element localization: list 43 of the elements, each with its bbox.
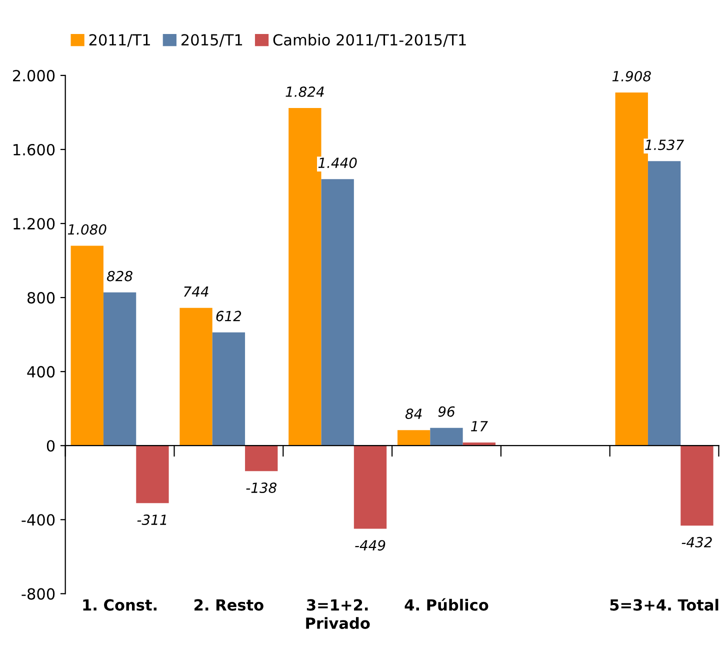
bar xyxy=(180,308,212,446)
x-tick-label: 3=1+2. Privado xyxy=(306,599,370,629)
y-tick-label: 400 xyxy=(27,366,55,378)
bar xyxy=(397,430,430,446)
legend-label: 2015/T1 xyxy=(181,34,242,47)
data-label: 1.908 xyxy=(612,70,651,82)
bar xyxy=(321,179,354,446)
x-tick-label: 5=3+4. Total xyxy=(610,598,718,611)
data-label: 17 xyxy=(471,421,488,432)
data-label: 84 xyxy=(405,408,422,420)
bar xyxy=(136,446,169,504)
x-tick-label: 4. Público xyxy=(404,598,488,611)
y-tick-label: 800 xyxy=(27,292,55,304)
bar xyxy=(212,332,246,446)
data-label: 1.440 xyxy=(318,158,357,168)
data-label: -311 xyxy=(137,514,166,526)
y-tick-label: 0 xyxy=(46,440,55,452)
data-label: 1.824 xyxy=(286,86,324,97)
data-label: 96 xyxy=(438,406,455,417)
x-tick-label: 2. Resto xyxy=(194,599,264,611)
data-label: 1.537 xyxy=(645,140,684,150)
y-tick-label: -400 xyxy=(22,514,55,526)
bar xyxy=(103,292,136,446)
bar xyxy=(70,246,104,446)
y-tick-label: -800 xyxy=(22,588,55,600)
data-label: 612 xyxy=(216,310,242,322)
data-label: -138 xyxy=(246,482,277,494)
y-tick-label: 1.200 xyxy=(14,218,55,230)
data-label: -449 xyxy=(355,540,386,551)
y-tick-label: 1.600 xyxy=(14,144,55,156)
bar xyxy=(354,446,387,529)
bar xyxy=(648,161,681,446)
data-label: -432 xyxy=(682,536,712,548)
data-label: 744 xyxy=(184,286,208,297)
y-tick-label: 2.000 xyxy=(13,70,55,82)
bar xyxy=(430,428,463,446)
data-label: 1.080 xyxy=(68,224,106,235)
data-label: 828 xyxy=(106,270,132,282)
x-tick-label: 1. Const. xyxy=(83,599,156,611)
legend-label: Cambio 2011/T1-2015/T1 xyxy=(273,34,466,47)
legend-label: 2011/T1 xyxy=(89,34,150,47)
bar xyxy=(245,446,278,472)
bar xyxy=(680,446,714,526)
